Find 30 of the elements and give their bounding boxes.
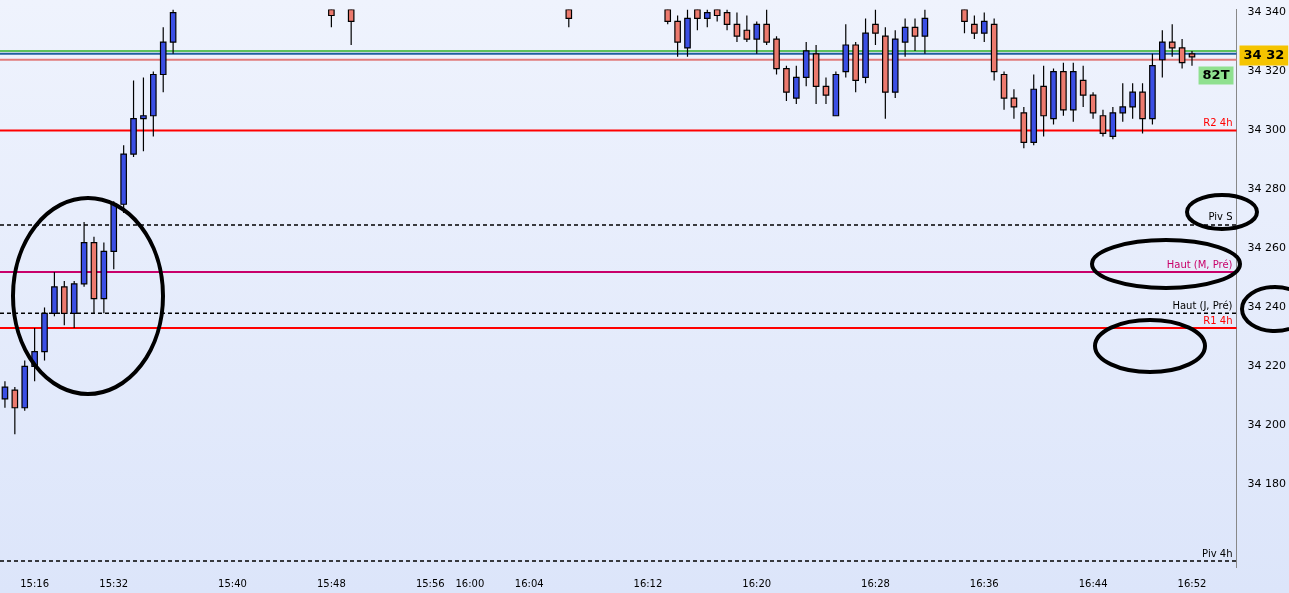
x-tick-label: 15:32 bbox=[99, 577, 129, 589]
ref-line-label: R2 4h bbox=[1203, 117, 1233, 129]
x-tick-label: 16:52 bbox=[1177, 577, 1207, 589]
y-tick-label: 34 200 bbox=[1247, 418, 1287, 432]
y-tick-label: 34 220 bbox=[1247, 359, 1287, 373]
x-tick-label: 16:44 bbox=[1078, 577, 1108, 589]
y-tick-label: 34 240 bbox=[1247, 300, 1287, 314]
y-tick-label: 34 340 bbox=[1247, 5, 1287, 19]
ref-line-label: Haut (M, Pré) bbox=[1166, 258, 1233, 270]
y-tick-label: 34 180 bbox=[1247, 477, 1287, 491]
x-tick-label: 16:36 bbox=[969, 577, 999, 589]
ref-line-label: Haut (J, Pré) bbox=[1172, 299, 1233, 311]
x-tick-label: 16:20 bbox=[742, 577, 772, 589]
x-tick-label: 15:40 bbox=[218, 577, 247, 589]
x-tick-label: 16:00 bbox=[455, 577, 485, 589]
ref-line-label: Piv 4h bbox=[1202, 547, 1233, 559]
y-tick-label: 34 320 bbox=[1247, 64, 1287, 78]
x-tick-label: 15:56 bbox=[415, 577, 445, 589]
y-tick-label: 34 300 bbox=[1247, 123, 1287, 137]
x-tick-label: 15:16 bbox=[20, 577, 50, 589]
ref-line-label: R1 4h bbox=[1203, 314, 1233, 326]
x-tick-label: 16:04 bbox=[514, 577, 544, 589]
x-tick-label: 16:28 bbox=[861, 577, 890, 589]
x-tick-label: 15:48 bbox=[316, 577, 346, 589]
x-tick-label: 16:12 bbox=[633, 577, 663, 589]
y-tick-label: 34 280 bbox=[1247, 182, 1287, 196]
text: 34 32 bbox=[1243, 46, 1285, 62]
annotation: 82T bbox=[1202, 66, 1230, 82]
y-tick-label: 34 260 bbox=[1247, 241, 1287, 255]
ref-line-label: Piv S bbox=[1208, 211, 1233, 223]
